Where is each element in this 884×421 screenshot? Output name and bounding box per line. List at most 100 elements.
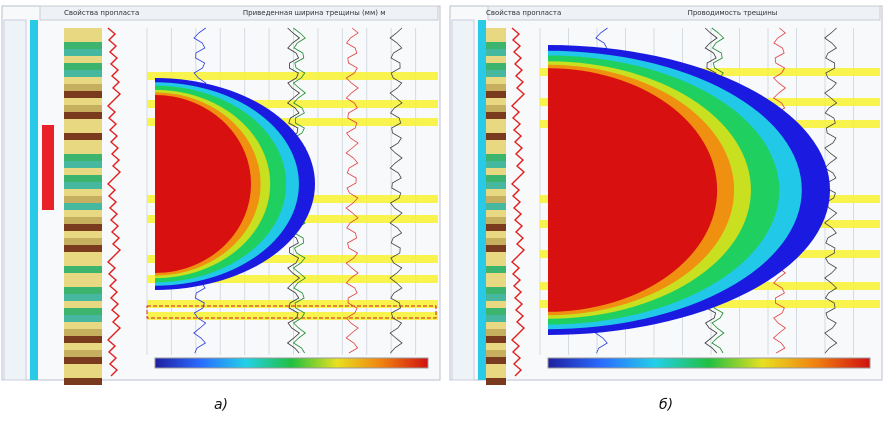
lithology-layer bbox=[486, 133, 506, 140]
color-scale bbox=[155, 358, 428, 368]
lithology-layer bbox=[486, 378, 506, 385]
interval-marker bbox=[42, 125, 54, 210]
lithology-layer bbox=[64, 259, 102, 266]
lithology-layer bbox=[64, 175, 102, 182]
lithology-layer bbox=[64, 364, 102, 371]
lithology-layer bbox=[486, 350, 506, 357]
lithology-layer bbox=[64, 105, 102, 112]
lithology-layer bbox=[64, 315, 102, 322]
lithology-layer bbox=[64, 217, 102, 224]
lithology-layer bbox=[64, 280, 102, 287]
lithology-layer bbox=[486, 175, 506, 182]
header-text: Свойства пропласта bbox=[486, 9, 561, 17]
lithology-layer bbox=[486, 63, 506, 70]
lithology-layer bbox=[486, 315, 506, 322]
lithology-layer bbox=[64, 147, 102, 154]
lithology-layer bbox=[486, 70, 506, 77]
lithology-layer bbox=[64, 182, 102, 189]
lithology-layer bbox=[64, 189, 102, 196]
lithology-layer bbox=[64, 70, 102, 77]
lithology-layer bbox=[486, 140, 506, 147]
lithology-layer bbox=[486, 252, 506, 259]
panel-caption: а) bbox=[214, 397, 228, 413]
lithology-layer bbox=[64, 56, 102, 63]
lithology-layer bbox=[486, 308, 506, 315]
lithology-layer bbox=[486, 259, 506, 266]
lithology-layer bbox=[486, 203, 506, 210]
lithology-layer bbox=[486, 161, 506, 168]
lithology-layer bbox=[486, 371, 506, 378]
lithology-layer bbox=[64, 294, 102, 301]
lithology-layer bbox=[64, 273, 102, 280]
lithology-layer bbox=[486, 336, 506, 343]
depth-track bbox=[4, 20, 26, 380]
lithology-layer bbox=[64, 63, 102, 70]
lithology-layer bbox=[486, 343, 506, 350]
lithology-layer bbox=[64, 154, 102, 161]
lithology-layer bbox=[64, 35, 102, 42]
lithology-layer bbox=[64, 119, 102, 126]
lithology-layer bbox=[486, 154, 506, 161]
lithology-layer bbox=[64, 196, 102, 203]
lithology-layer bbox=[64, 140, 102, 147]
color-scale bbox=[548, 358, 870, 368]
lithology-layer bbox=[64, 238, 102, 245]
lithology-layer bbox=[64, 287, 102, 294]
lithology-layer bbox=[486, 238, 506, 245]
lithology-layer bbox=[486, 147, 506, 154]
lithology-layer bbox=[486, 217, 506, 224]
lithology-layer bbox=[486, 49, 506, 56]
lithology-layer bbox=[64, 112, 102, 119]
lithology-layer bbox=[486, 126, 506, 133]
lithology-layer bbox=[64, 266, 102, 273]
header-text: Проводимость трещины bbox=[688, 9, 778, 17]
header-text: Приведенная ширина трещины (мм) м bbox=[243, 9, 386, 17]
panel: Свойства пропласта Проводимость трещины б) bbox=[450, 6, 882, 413]
lithology-layer bbox=[486, 182, 506, 189]
lithology-layer bbox=[64, 252, 102, 259]
depth-bar bbox=[30, 20, 38, 380]
lithology-layer bbox=[64, 224, 102, 231]
lithology-layer bbox=[64, 231, 102, 238]
lithology-layer bbox=[64, 210, 102, 217]
lithology-layer bbox=[64, 84, 102, 91]
lithology-layer bbox=[486, 364, 506, 371]
lithology-layer bbox=[486, 224, 506, 231]
lithology-layer bbox=[486, 322, 506, 329]
lithology-layer bbox=[64, 133, 102, 140]
page: {"panels": [ {"caption": "а)", "headers"… bbox=[0, 0, 884, 421]
depth-track bbox=[452, 20, 474, 380]
lithology-layer bbox=[486, 77, 506, 84]
lithology-layer bbox=[486, 56, 506, 63]
lithology-layer bbox=[64, 308, 102, 315]
lithology-layer bbox=[486, 329, 506, 336]
lithology-layer bbox=[64, 203, 102, 210]
lithology-layer bbox=[486, 266, 506, 273]
lithology-layer bbox=[486, 196, 506, 203]
lithology-layer bbox=[486, 189, 506, 196]
lithology-layer bbox=[486, 245, 506, 252]
lithology-layer bbox=[64, 126, 102, 133]
lithology-layer bbox=[64, 42, 102, 49]
lithology-layer bbox=[64, 343, 102, 350]
lithology-layer bbox=[64, 91, 102, 98]
lithology-layer bbox=[64, 245, 102, 252]
lithology-layer bbox=[486, 301, 506, 308]
lithology-layer bbox=[64, 357, 102, 364]
lithology-layer bbox=[486, 98, 506, 105]
lithology-layer bbox=[486, 273, 506, 280]
lithology-layer bbox=[64, 322, 102, 329]
depth-bar bbox=[478, 20, 486, 380]
lithology-layer bbox=[486, 28, 506, 35]
panel: Свойства пропластаПриведенная ширина тре… bbox=[2, 6, 440, 413]
lithology-layer bbox=[486, 42, 506, 49]
lithology-layer bbox=[64, 168, 102, 175]
lithology-layer bbox=[64, 329, 102, 336]
lithology-layer bbox=[486, 91, 506, 98]
panel-caption: б) bbox=[659, 397, 673, 413]
lithology-layer bbox=[64, 98, 102, 105]
lithology-layer bbox=[64, 371, 102, 378]
lithology-layer bbox=[64, 77, 102, 84]
lithology-layer bbox=[486, 231, 506, 238]
figure: Свойства пропласта Приведенная ширина тре… bbox=[0, 0, 884, 421]
